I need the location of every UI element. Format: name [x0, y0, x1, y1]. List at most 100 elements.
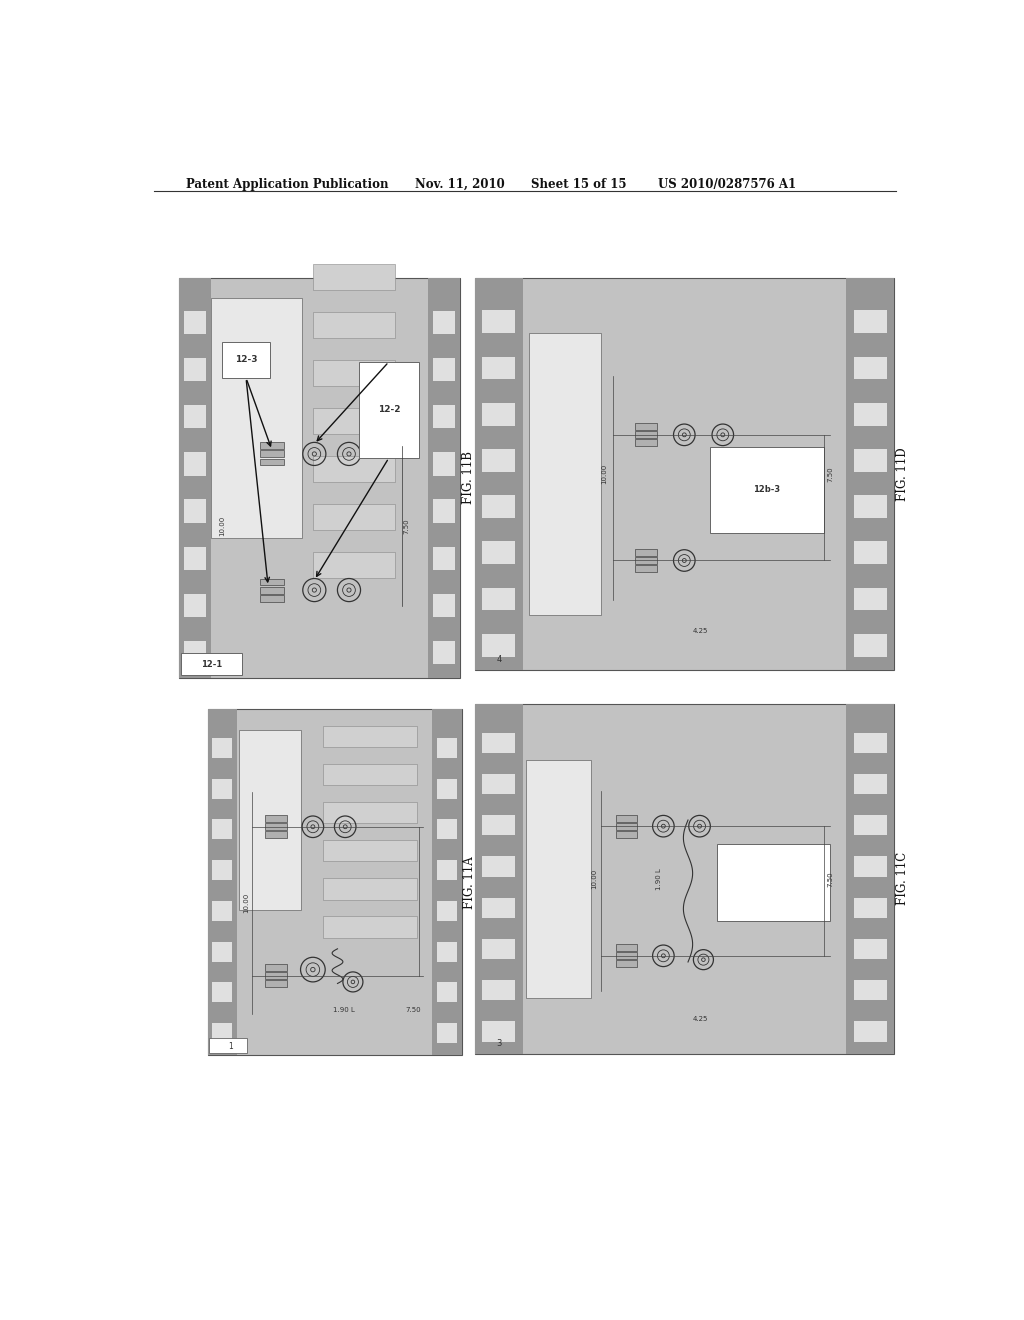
- Bar: [212, 982, 232, 1002]
- Bar: [482, 1022, 515, 1041]
- Bar: [482, 634, 515, 656]
- Text: 12-3: 12-3: [234, 355, 257, 364]
- Text: US 2010/0287576 A1: US 2010/0287576 A1: [658, 178, 796, 190]
- Bar: [615, 830, 637, 838]
- Text: 7.50: 7.50: [827, 871, 833, 887]
- Bar: [358, 362, 419, 458]
- Bar: [482, 356, 515, 379]
- Bar: [437, 1023, 457, 1043]
- Bar: [635, 424, 656, 430]
- Bar: [184, 546, 206, 570]
- Bar: [635, 557, 656, 564]
- Bar: [433, 594, 455, 616]
- Bar: [313, 264, 395, 290]
- Bar: [313, 312, 395, 338]
- Text: Sheet 15 of 15: Sheet 15 of 15: [531, 178, 627, 190]
- Bar: [212, 738, 232, 758]
- Bar: [313, 504, 395, 531]
- Bar: [212, 1023, 232, 1043]
- Text: 7.50: 7.50: [403, 519, 410, 533]
- Bar: [222, 342, 269, 378]
- Bar: [265, 964, 287, 972]
- Bar: [313, 360, 395, 385]
- Bar: [433, 405, 455, 429]
- Bar: [482, 495, 515, 517]
- Bar: [180, 653, 243, 675]
- Text: FIG. 11D: FIG. 11D: [896, 447, 909, 500]
- Bar: [482, 403, 515, 425]
- Bar: [437, 820, 457, 840]
- Bar: [265, 816, 287, 822]
- Bar: [433, 358, 455, 381]
- Text: 1.90 L: 1.90 L: [334, 1007, 355, 1014]
- Text: Patent Application Publication: Patent Application Publication: [186, 178, 388, 190]
- Bar: [854, 1022, 887, 1041]
- Bar: [323, 878, 417, 899]
- Text: 10.00: 10.00: [244, 892, 250, 913]
- Text: 12-2: 12-2: [378, 405, 400, 414]
- Text: 10.00: 10.00: [601, 463, 607, 484]
- Bar: [615, 814, 637, 821]
- Bar: [482, 857, 515, 876]
- Bar: [475, 704, 523, 1053]
- Bar: [260, 578, 284, 586]
- Bar: [323, 840, 417, 862]
- Bar: [635, 432, 656, 438]
- Bar: [615, 944, 637, 952]
- Bar: [208, 709, 237, 1056]
- Bar: [526, 759, 591, 998]
- Bar: [482, 310, 515, 333]
- Bar: [711, 446, 823, 533]
- Bar: [635, 565, 656, 572]
- Text: Nov. 11, 2010: Nov. 11, 2010: [416, 178, 505, 190]
- Bar: [211, 298, 302, 539]
- Bar: [475, 277, 523, 671]
- Bar: [260, 458, 284, 466]
- Bar: [179, 277, 460, 678]
- Bar: [854, 495, 887, 517]
- Bar: [313, 552, 395, 578]
- Text: FIG. 11C: FIG. 11C: [896, 853, 909, 906]
- Bar: [433, 453, 455, 475]
- Bar: [854, 403, 887, 425]
- Bar: [846, 704, 894, 1053]
- Text: 1: 1: [228, 1043, 232, 1051]
- Bar: [265, 981, 287, 987]
- Bar: [265, 832, 287, 838]
- Bar: [323, 801, 417, 824]
- Text: 12-1: 12-1: [201, 660, 222, 668]
- Text: FIG. 11B: FIG. 11B: [462, 451, 475, 504]
- Bar: [212, 900, 232, 921]
- Bar: [475, 277, 894, 671]
- Bar: [239, 730, 301, 909]
- Bar: [854, 774, 887, 795]
- Bar: [482, 587, 515, 610]
- Bar: [854, 857, 887, 876]
- Bar: [323, 916, 417, 937]
- Bar: [212, 861, 232, 880]
- Bar: [854, 449, 887, 471]
- Bar: [615, 952, 637, 960]
- Bar: [323, 726, 417, 747]
- Bar: [209, 1038, 247, 1053]
- Bar: [437, 941, 457, 962]
- Bar: [184, 312, 206, 334]
- Bar: [323, 764, 417, 785]
- Text: 3: 3: [497, 1039, 502, 1048]
- Bar: [854, 587, 887, 610]
- Bar: [615, 961, 637, 968]
- Text: FIG. 11A: FIG. 11A: [463, 855, 476, 908]
- Bar: [846, 277, 894, 671]
- Bar: [482, 939, 515, 960]
- Bar: [475, 704, 894, 1053]
- Bar: [615, 822, 637, 830]
- Bar: [437, 861, 457, 880]
- Bar: [184, 640, 206, 664]
- Bar: [437, 738, 457, 758]
- Bar: [854, 733, 887, 752]
- Bar: [184, 453, 206, 475]
- Bar: [854, 898, 887, 917]
- Bar: [260, 450, 284, 458]
- Bar: [313, 455, 395, 482]
- Bar: [482, 979, 515, 1001]
